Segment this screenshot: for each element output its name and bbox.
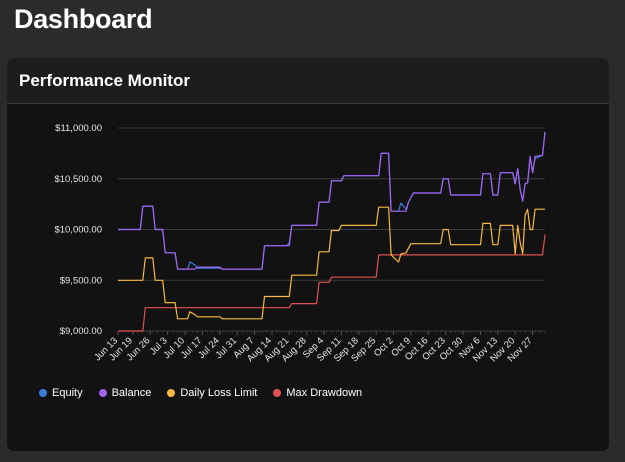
series-line-balance[interactable] bbox=[118, 132, 546, 270]
legend-label: Max Drawdown bbox=[286, 387, 363, 399]
legend-item-daily-loss-limit[interactable]: Daily Loss Limit bbox=[167, 387, 257, 399]
chart-legend: Equity Balance Daily Loss Limit Max Drawdow… bbox=[39, 387, 362, 399]
legend-label: Daily Loss Limit bbox=[180, 387, 258, 399]
y-tick-label: $9,000.00 bbox=[60, 326, 102, 337]
legend-label: Equity bbox=[52, 387, 83, 399]
y-tick-label: $10,000.00 bbox=[54, 225, 102, 236]
legend-dot-icon bbox=[39, 389, 47, 397]
series-line-daily-loss-limit[interactable] bbox=[118, 206, 545, 320]
series-line-max-drawdown[interactable] bbox=[118, 234, 546, 332]
performance-monitor-card: Performance Monitor $9,000.00 $9,500.00 $1… bbox=[7, 58, 609, 451]
y-tick-label: $9,500.00 bbox=[60, 275, 102, 286]
chart-series[interactable] bbox=[118, 132, 546, 332]
legend-dot-icon bbox=[167, 389, 176, 397]
legend-dot-icon bbox=[98, 389, 107, 397]
legend-item-equity[interactable]: Equity bbox=[39, 387, 83, 399]
legend-item-balance[interactable]: Balance bbox=[98, 387, 152, 399]
legend-item-max-drawdown[interactable]: Max Drawdown bbox=[273, 387, 362, 399]
y-axis: $9,000.00 $9,500.00 $10,000.00 $10,500.00 $1… bbox=[54, 123, 102, 337]
card-header: Performance Monitor bbox=[7, 58, 609, 104]
chart-grid bbox=[118, 127, 545, 332]
performance-chart[interactable]: $9,000.00 $9,500.00 $10,000.00 $10,500.00 $1… bbox=[7, 104, 609, 384]
y-tick-label: $11,000.00 bbox=[55, 123, 102, 134]
y-tick-label: $10,500.00 bbox=[54, 174, 102, 185]
card-title: Performance Monitor bbox=[19, 71, 190, 90]
series-line-equity[interactable] bbox=[118, 132, 546, 270]
legend-label: Balance bbox=[111, 387, 152, 399]
legend-dot-icon bbox=[273, 389, 282, 397]
page-title: Dashboard bbox=[14, 4, 153, 34]
